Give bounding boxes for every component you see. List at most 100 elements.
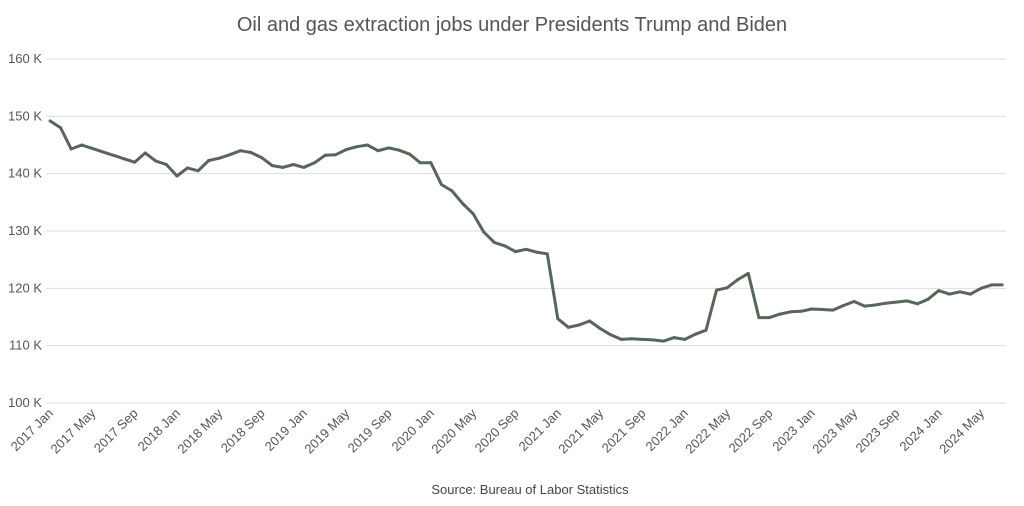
data-point [672,336,676,340]
x-tick-label: 2018 Sep [218,406,268,456]
data-point [863,304,867,308]
data-point [958,290,962,294]
data-point [238,149,242,153]
data-point [619,337,623,341]
data-point [725,286,729,290]
data-point [757,316,761,320]
chart-title: Oil and gas extraction jobs under Presid… [236,14,788,36]
data-point [429,161,433,165]
data-point [249,150,253,154]
data-point [926,297,930,301]
data-point [588,319,592,323]
data-point [979,286,983,290]
data-point [186,166,190,170]
data-point [820,308,824,312]
data-point [281,165,285,169]
data-point [90,146,94,150]
data-point [344,148,348,152]
data-point [968,292,972,296]
x-tick-label: 2024 May [936,405,987,456]
y-tick-label: 110 K [9,338,42,353]
data-point [101,150,105,154]
x-tick-label: 2022 May [682,405,733,456]
data-point [143,151,147,155]
data-point [545,252,549,256]
data-point [566,325,570,329]
data-point [48,119,52,123]
data-point [397,148,401,152]
data-point [662,339,666,343]
data-point [59,126,63,130]
x-tick-label: 2020 May [428,405,479,456]
data-point [693,332,697,336]
data-point [334,153,338,157]
data-point [916,302,920,306]
x-tick-label: 2018 May [174,405,225,456]
data-point [947,292,951,296]
data-point [355,145,359,149]
data-point [894,300,898,304]
x-tick-label: 2019 Sep [345,406,395,456]
x-tick-label: 2017 May [47,405,98,456]
data-point [715,288,719,292]
data-point [111,153,115,157]
data-point [175,174,179,178]
data-point [408,152,412,156]
x-tick-label: 2020 Sep [472,406,522,456]
data-point [471,212,475,216]
data-point [884,301,888,305]
data-point [514,250,518,254]
y-tick-label: 130 K [8,223,42,238]
data-point [905,299,909,303]
data-point [439,183,443,187]
data-point [535,250,539,254]
data-point [810,307,814,311]
x-tick-label: 2022 Sep [726,406,776,456]
data-point [482,230,486,234]
y-tick-label: 140 K [8,166,42,181]
data-point [640,337,644,341]
data-point [80,143,84,147]
data-point [122,157,126,161]
data-point [577,323,581,327]
x-tick-label: 2021 Sep [599,406,649,456]
data-point [313,161,316,165]
data-point [842,304,845,308]
data-point [990,283,994,287]
data-point [270,164,274,168]
data-point [228,153,232,157]
data-point [556,317,560,321]
data-point [683,337,687,341]
x-tick-label: 2021 May [555,405,606,456]
data-point [503,244,507,248]
data-point [164,162,168,166]
data-point [937,289,941,293]
data-point [133,160,137,164]
y-tick-label: 150 K [8,108,42,123]
data-point [852,300,856,304]
data-point [736,278,740,282]
data-point [598,326,602,330]
data-point [492,240,496,244]
y-tick-label: 100 K [8,395,42,410]
data-point [376,149,380,153]
data-point [461,201,465,205]
y-tick-label: 120 K [8,280,42,295]
data-point [217,156,221,160]
data-point [387,146,391,150]
data-point [873,303,877,307]
x-tick-label: 2023 Sep [853,406,903,456]
data-point [196,169,200,173]
data-point [831,308,835,312]
data-point [609,333,613,337]
data-point [767,316,771,320]
data-point [365,143,369,147]
data-point [1000,283,1004,287]
y-tick-label: 160 K [8,51,42,66]
data-point [799,309,803,313]
data-point [154,159,158,163]
data-point [69,147,73,151]
data-point [323,153,327,157]
data-point [418,161,422,165]
